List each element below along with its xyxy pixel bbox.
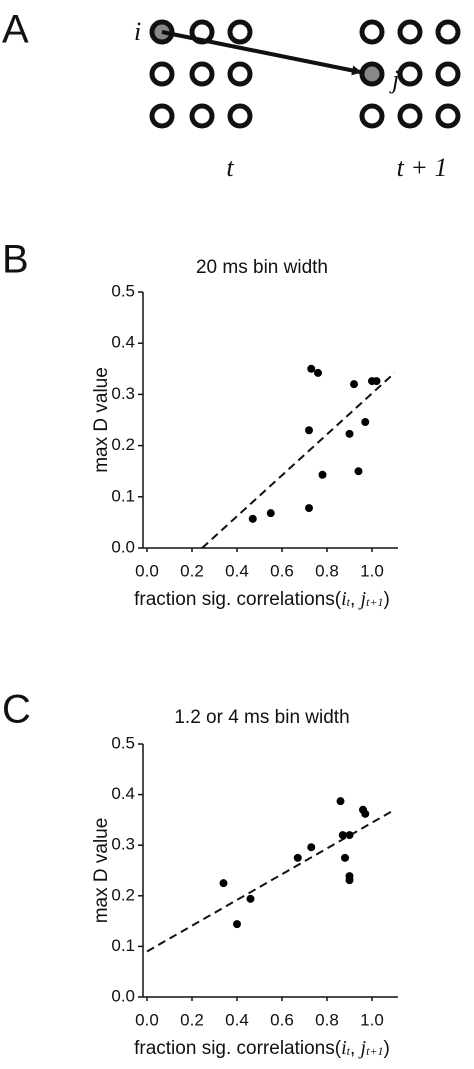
y-tick-label: 0.4 bbox=[111, 784, 135, 803]
y-axis-label: max D value bbox=[91, 818, 112, 924]
x-tick-label: 0.0 bbox=[135, 561, 159, 580]
data-point bbox=[248, 514, 257, 523]
data-point bbox=[305, 426, 313, 435]
data-point bbox=[318, 470, 327, 479]
data-point bbox=[345, 876, 354, 885]
time-label: t bbox=[226, 153, 234, 182]
x-tick-label: 0.8 bbox=[315, 561, 339, 580]
chart-title: 1.2 or 4 ms bin width bbox=[174, 707, 349, 728]
x-label-part: ) bbox=[384, 1038, 390, 1059]
panel-a: A i j t t + 1 bbox=[2, 8, 461, 182]
x-label-part: j bbox=[358, 1037, 367, 1059]
data-point bbox=[266, 509, 275, 518]
x-tick-label: 0.2 bbox=[180, 561, 204, 580]
x-label-part: fraction sig. correlations( bbox=[134, 1038, 342, 1059]
x-tick-label: 0.4 bbox=[225, 561, 249, 580]
panel-letter: B bbox=[2, 238, 29, 282]
x-label-part: , bbox=[350, 589, 361, 610]
x-tick-label: 1.0 bbox=[360, 1010, 384, 1029]
panel-letter: C bbox=[2, 688, 31, 732]
data-point bbox=[336, 797, 345, 806]
y-axis-label: max D value bbox=[91, 367, 112, 473]
y-tick-label: 0.3 bbox=[111, 835, 135, 854]
source-label: i bbox=[134, 17, 141, 46]
y-tick-label: 0.1 bbox=[111, 486, 135, 505]
y-tick-label: 0.5 bbox=[111, 733, 135, 752]
y-tick-label: 0.4 bbox=[111, 333, 135, 352]
y-tick-label: 0.2 bbox=[111, 435, 135, 454]
data-point bbox=[354, 467, 363, 476]
y-tick-label: 0.0 bbox=[111, 537, 135, 556]
x-axis-label: fraction sig. correlations(it, jt+1) bbox=[134, 588, 390, 610]
x-tick-label: 0.8 bbox=[315, 1010, 339, 1029]
target-label: j bbox=[389, 65, 399, 94]
x-label-part: j bbox=[358, 588, 367, 610]
node-grid bbox=[149, 19, 461, 129]
data-point bbox=[246, 894, 255, 903]
x-label-part: t+1 bbox=[366, 595, 383, 609]
data-point bbox=[307, 364, 316, 373]
x-label-part: t bbox=[347, 595, 351, 609]
x-tick-label: 0.4 bbox=[225, 1010, 249, 1029]
data-point bbox=[341, 853, 349, 862]
x-tick-label: 0.6 bbox=[270, 561, 294, 580]
x-tick-label: 0.2 bbox=[180, 1010, 204, 1029]
x-axis-label: fraction sig. correlations(it, jt+1) bbox=[134, 1037, 390, 1059]
x-tick-label: 0.0 bbox=[135, 1010, 159, 1029]
arrow bbox=[161, 30, 362, 76]
y-tick-label: 0.3 bbox=[111, 384, 135, 403]
x-tick-label: 1.0 bbox=[360, 561, 384, 580]
x-tick-label: 0.6 bbox=[270, 1010, 294, 1029]
data-point bbox=[361, 418, 370, 427]
fit-line bbox=[201, 372, 396, 549]
chart-title: 20 ms bin width bbox=[196, 257, 328, 278]
data-point bbox=[372, 377, 381, 386]
data-point bbox=[345, 429, 354, 438]
data-point bbox=[233, 920, 241, 929]
y-tick-label: 0.1 bbox=[111, 936, 135, 955]
data-point bbox=[361, 809, 370, 818]
x-label-part: t+1 bbox=[366, 1044, 383, 1058]
x-label-part: fraction sig. correlations( bbox=[134, 589, 342, 610]
x-label-part: , bbox=[350, 1038, 361, 1059]
data-point bbox=[293, 853, 302, 862]
x-label-part: i bbox=[341, 588, 347, 610]
data-point bbox=[314, 368, 322, 377]
data-point bbox=[219, 879, 228, 888]
data-point bbox=[350, 380, 358, 389]
data-point bbox=[345, 831, 354, 840]
x-label-part: i bbox=[341, 1037, 347, 1059]
y-tick-label: 0.0 bbox=[111, 986, 135, 1005]
time-label: t + 1 bbox=[397, 153, 448, 182]
panel-letter: A bbox=[2, 8, 29, 52]
data-point bbox=[338, 831, 347, 840]
y-tick-label: 0.5 bbox=[111, 281, 135, 300]
x-label-part: t bbox=[347, 1044, 351, 1058]
y-tick-label: 0.2 bbox=[111, 885, 135, 904]
x-label-part: ) bbox=[384, 589, 390, 610]
fit-line bbox=[146, 808, 395, 953]
data-point bbox=[307, 843, 316, 852]
data-point bbox=[305, 504, 313, 513]
